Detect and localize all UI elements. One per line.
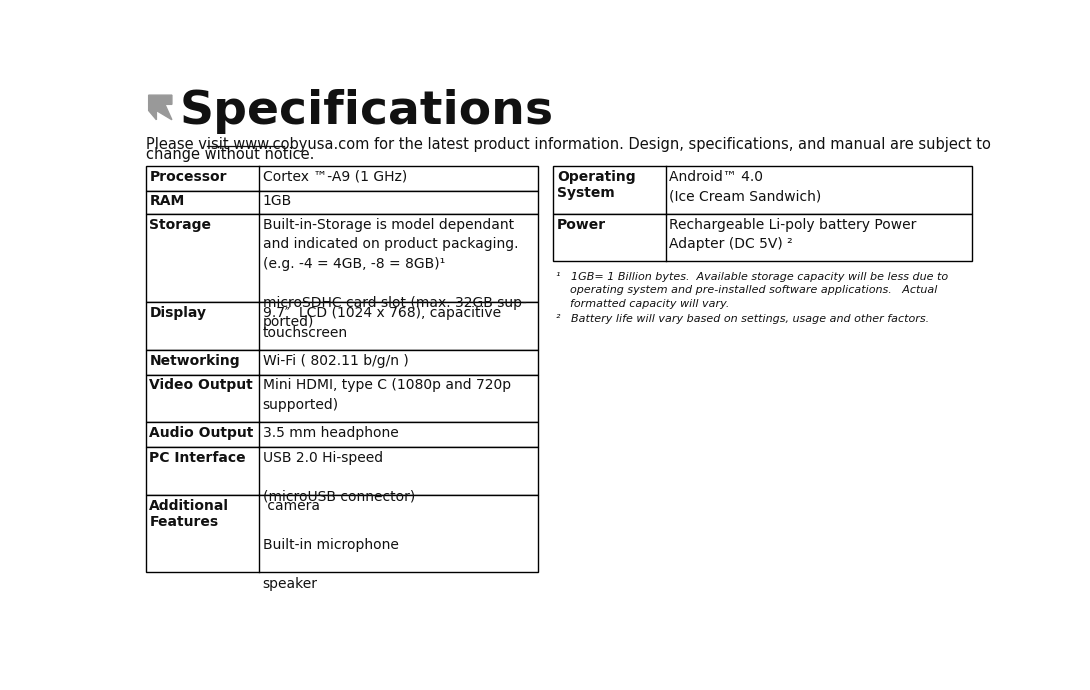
Text: Specifications: Specifications	[180, 89, 554, 134]
Bar	[146, 350, 537, 375]
Bar	[146, 302, 537, 350]
Text: Video Output: Video Output	[149, 379, 253, 393]
Text: Cortex ™-A9 (1 GHz): Cortex ™-A9 (1 GHz)	[263, 170, 407, 184]
Text: ¹   1GB= 1 Billion bytes.  Available storage capacity will be less due to
    op: ¹ 1GB= 1 Billion bytes. Available storag…	[556, 273, 948, 308]
Text: Wi-Fi ( 802.11 b/g/n ): Wi-Fi ( 802.11 b/g/n )	[263, 354, 409, 368]
Text: 3.5 mm headphone: 3.5 mm headphone	[263, 426, 398, 440]
Text: USB 2.0 Hi-speed

(microUSB connector): USB 2.0 Hi-speed (microUSB connector)	[263, 451, 415, 504]
Bar	[146, 214, 537, 302]
Text: camera

Built-in microphone

speaker: camera Built-in microphone speaker	[263, 499, 399, 591]
Text: 1GB: 1GB	[263, 195, 292, 208]
Text: ²   Battery life will vary based on settings, usage and other factors.: ² Battery life will vary based on settin…	[556, 314, 930, 324]
Text: change without notice.: change without notice.	[146, 148, 314, 162]
Text: Rechargeable Li-poly battery Power
Adapter (DC 5V) ²: Rechargeable Li-poly battery Power Adapt…	[669, 217, 917, 251]
Text: 9.7″  LCD (1024 x 768), capacitive
touchscreen: 9.7″ LCD (1024 x 768), capacitive touchs…	[263, 306, 500, 339]
Text: Networking: Networking	[149, 354, 240, 368]
Text: Built-in-Storage is model dependant
and indicated on product packaging.
(e.g. -4: Built-in-Storage is model dependant and …	[263, 217, 526, 329]
Text: Processor: Processor	[149, 170, 227, 184]
Text: Mini HDMI, type C (1080p and 720p
supported): Mini HDMI, type C (1080p and 720p suppor…	[263, 379, 511, 412]
Text: Display: Display	[149, 306, 206, 320]
Bar	[146, 190, 537, 214]
Text: Operating
System: Operating System	[557, 170, 635, 200]
Text: Storage: Storage	[149, 217, 211, 232]
Text: Please visit www.cobyusa.com for the latest product information. Design, specifi: Please visit www.cobyusa.com for the lat…	[146, 137, 991, 152]
Bar	[146, 422, 537, 447]
Text: PC Interface: PC Interface	[149, 451, 246, 465]
Text: Android™ 4.0
(Ice Cream Sandwich): Android™ 4.0 (Ice Cream Sandwich)	[669, 170, 822, 204]
Bar	[146, 166, 537, 190]
Text: Audio Output: Audio Output	[149, 426, 254, 440]
Bar	[146, 447, 537, 495]
Bar	[146, 375, 537, 422]
Bar	[554, 166, 971, 214]
Bar	[554, 214, 971, 262]
Polygon shape	[148, 95, 172, 120]
Text: Power: Power	[557, 217, 606, 232]
Bar	[146, 495, 537, 572]
Text: Additional
Features: Additional Features	[149, 499, 229, 529]
Text: RAM: RAM	[149, 195, 184, 208]
